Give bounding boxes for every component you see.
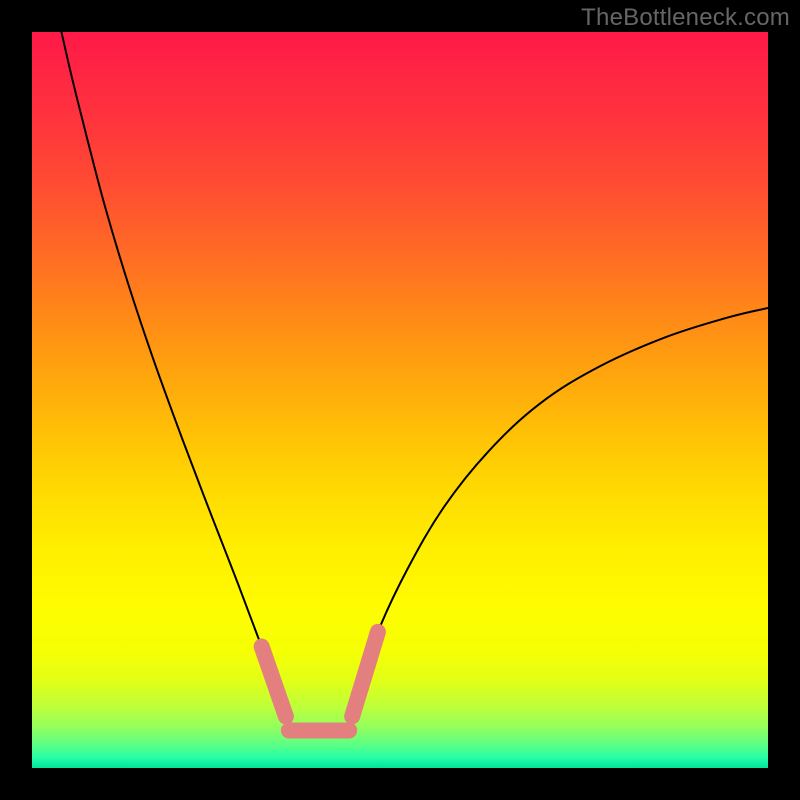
plot-area bbox=[32, 32, 768, 768]
gradient-background bbox=[32, 32, 768, 768]
watermark-text: TheBottleneck.com bbox=[581, 4, 790, 32]
chart-root: TheBottleneck.com bbox=[0, 0, 800, 800]
plot-svg bbox=[32, 32, 768, 768]
